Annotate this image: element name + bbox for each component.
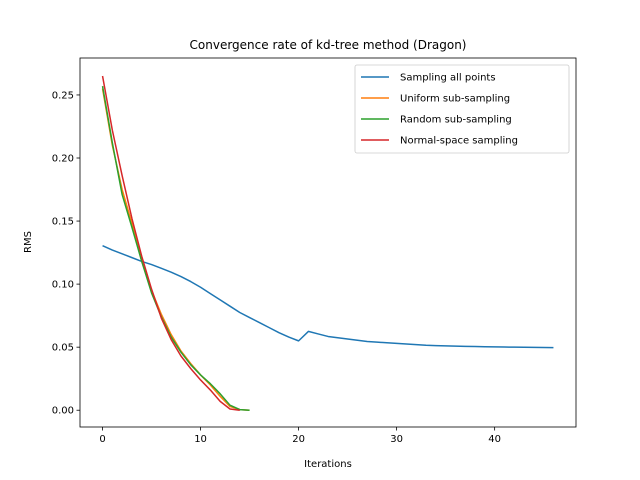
y-tick-label: 0.05 (52, 343, 74, 354)
legend-label-3: Normal-space sampling (400, 136, 518, 147)
legend-label-2: Random sub-sampling (400, 115, 512, 126)
x-tick-label: 40 (488, 434, 501, 445)
x-tick-label: 0 (99, 434, 105, 445)
series-layer (101, 75, 554, 411)
y-tick-label: 0.00 (52, 406, 74, 417)
y-tick-label: 0.25 (52, 90, 74, 101)
plot-frame (79, 57, 577, 428)
legend-label-1: Uniform sub-sampling (400, 94, 510, 105)
series-line-3 (101, 75, 240, 411)
x-tick-label: 10 (194, 434, 207, 445)
x-tick-label: 20 (292, 434, 305, 445)
series-line-0 (102, 244, 554, 349)
chart-title: Convergence rate of kd-tree method (Drag… (190, 38, 467, 52)
y-tick-label: 0.10 (52, 280, 74, 291)
y-axis: 0.00 0.05 0.10 0.15 0.20 0.25 (52, 90, 80, 417)
series-line-2 (101, 85, 250, 411)
y-tick-label: 0.15 (52, 217, 74, 228)
series-line-1 (101, 88, 250, 411)
y-axis-label: RMS (23, 231, 34, 253)
legend: Sampling all points Uniform sub-sampling R… (354, 64, 570, 154)
x-axis: 0 10 20 30 40 (99, 427, 501, 445)
legend-box (354, 64, 570, 154)
x-tick-label: 30 (390, 434, 403, 445)
legend-label-0: Sampling all points (400, 73, 496, 84)
y-tick-label: 0.20 (52, 154, 74, 165)
x-axis-label: Iterations (304, 459, 352, 470)
